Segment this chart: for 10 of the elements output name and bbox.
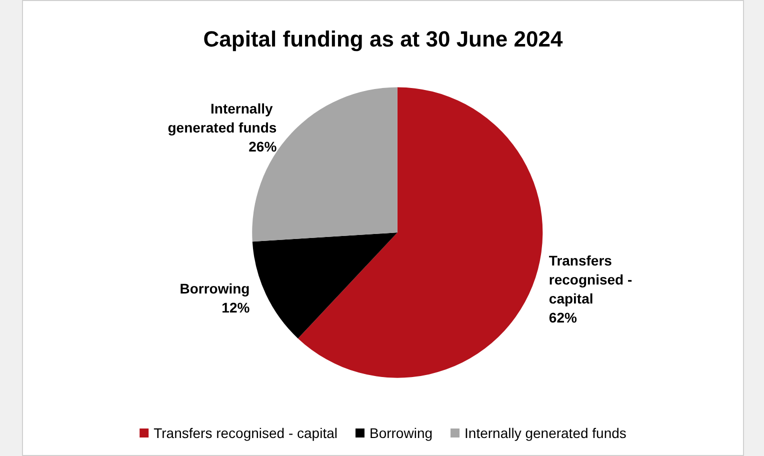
data-label: 62% [548,309,578,326]
slice-label: Borrowing [180,280,250,296]
slice-label: Transfers recognised - capital [548,252,636,306]
data-label: 12% [222,299,250,316]
slice-label: Internally generated funds [168,100,277,136]
legend-label: Borrowing [369,425,433,441]
data-label: 26% [248,138,278,155]
chart-title: Capital funding as at 30 June 2024 [203,26,564,52]
legend-label: Internally generated funds [464,425,626,441]
legend-label: Transfers recognised - capital [154,425,338,441]
